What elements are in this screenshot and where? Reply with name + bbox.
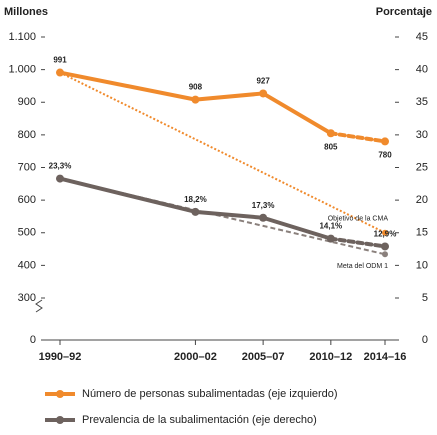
data-label: 805 — [324, 142, 338, 151]
y-axis-title: Millones — [4, 6, 48, 18]
data-label: 927 — [256, 77, 270, 86]
x-tick-label: 2014–16 — [364, 351, 407, 363]
x-tick-label: 2010–12 — [309, 351, 352, 363]
data-point — [56, 68, 64, 77]
y2-tick-label: 25 — [416, 161, 428, 173]
y2-tick-label: 5 — [422, 292, 428, 304]
target-line — [59, 71, 386, 234]
data-label: 23,3% — [49, 162, 72, 171]
y2-tick-label: 20 — [416, 194, 428, 206]
target-point — [382, 251, 388, 258]
data-label: 12,9% — [374, 230, 397, 239]
data-point — [326, 129, 335, 138]
y2-tick-label: 35 — [416, 96, 428, 108]
y-tick-label: 800 — [18, 129, 36, 141]
y-tick-label: 300 — [18, 292, 36, 304]
data-label: 991 — [53, 56, 67, 65]
y2-tick-label: 10 — [416, 259, 428, 271]
legend-label: Número de personas subalimentadas (eje i… — [82, 388, 338, 400]
y2-tick-label: 0 — [422, 334, 428, 346]
series-line — [58, 176, 333, 241]
legend-label: Prevalencia de la subalimentación (eje d… — [82, 414, 317, 426]
y-tick-label: 1.000 — [8, 64, 36, 76]
data-point — [381, 137, 389, 146]
series-line — [328, 131, 387, 144]
series-line — [58, 70, 333, 136]
data-point — [381, 242, 389, 251]
y2-axis-title: Porcentaje — [376, 6, 432, 18]
y-tick-label: 400 — [18, 259, 36, 271]
data-point — [259, 213, 268, 222]
data-label: 14,1% — [319, 222, 342, 231]
series-line — [328, 236, 387, 249]
y-tick-label: 900 — [18, 96, 36, 108]
data-point — [259, 89, 268, 98]
legend-marker — [56, 390, 64, 398]
data-label: 17,3% — [252, 201, 275, 210]
target-label: Meta del ODM 1 — [337, 263, 388, 270]
data-point — [191, 207, 200, 216]
x-tick-label: 2000–02 — [174, 351, 217, 363]
data-label: 908 — [189, 83, 203, 92]
data-point — [326, 234, 335, 243]
data-point — [191, 95, 200, 104]
y-tick-label: 600 — [18, 194, 36, 206]
y-tick-label: 1.100 — [8, 31, 36, 43]
y2-tick-label: 15 — [416, 227, 428, 239]
data-point — [56, 174, 64, 183]
y-tick-label: 700 — [18, 161, 36, 173]
x-tick-label: 2005–07 — [242, 351, 285, 363]
data-label: 780 — [378, 151, 392, 160]
x-tick-label: 1990–92 — [39, 351, 82, 363]
target-point — [382, 229, 388, 236]
y-tick-label: 500 — [18, 227, 36, 239]
y2-tick-label: 45 — [416, 31, 428, 43]
legend-marker — [56, 416, 64, 424]
y2-tick-label: 30 — [416, 129, 428, 141]
y-tick-label: 0 — [30, 334, 36, 346]
data-label: 18,2% — [184, 195, 207, 204]
axis-break — [35, 299, 43, 313]
y2-tick-label: 40 — [416, 64, 428, 76]
target-label: Objetivo de la CMA — [328, 216, 389, 223]
